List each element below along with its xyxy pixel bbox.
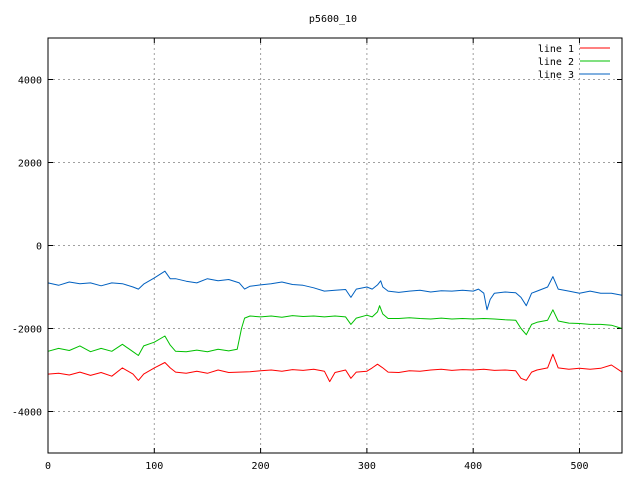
x-tick-label: 100 [145, 461, 163, 472]
x-tick-label: 300 [358, 461, 376, 472]
y-tick-label: 2000 [18, 159, 42, 170]
x-tick-label: 400 [464, 461, 482, 472]
chart-title: p5600_10 [309, 14, 357, 25]
series-line-2 [47, 305, 623, 356]
series-line-3 [47, 270, 623, 311]
series-line-1 [47, 353, 623, 383]
y-tick-label: 0 [36, 242, 42, 253]
grid [48, 38, 622, 453]
series-lines [47, 270, 623, 383]
legend-label-3: line 3 [538, 70, 574, 81]
ticks: 0 100 200 300 400 500 -4000 -2000 0 2000 4000 [12, 38, 622, 472]
legend-label-1: line 1 [538, 44, 574, 55]
y-tick-label: -2000 [12, 325, 42, 336]
y-tick-label: 4000 [18, 76, 42, 87]
x-tick-label: 0 [45, 461, 51, 472]
legend: line 1 line 2 line 3 [538, 44, 610, 81]
x-tick-label: 500 [570, 461, 588, 472]
legend-label-2: line 2 [538, 57, 574, 68]
y-tick-label: -4000 [12, 408, 42, 419]
plot-frame [47, 37, 623, 454]
x-tick-label: 200 [252, 461, 270, 472]
